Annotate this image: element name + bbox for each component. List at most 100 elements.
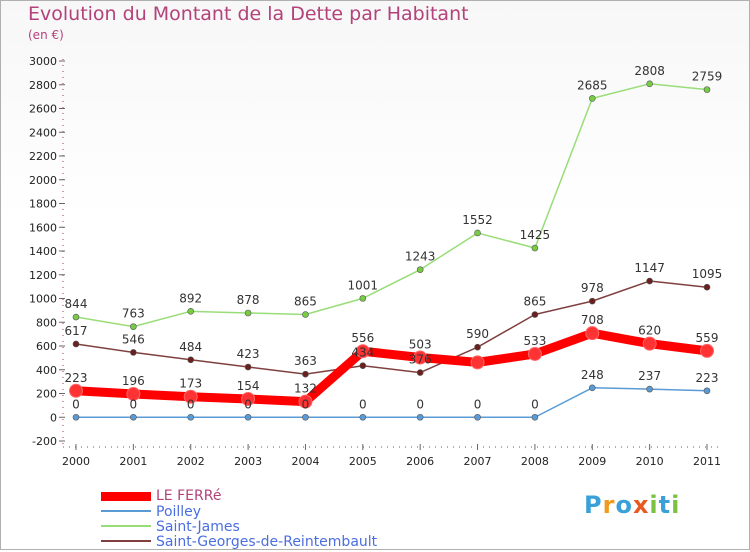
series-point: [703, 283, 711, 291]
data-label: 1001: [348, 278, 379, 292]
data-label: 1425: [520, 228, 551, 242]
series-point: [298, 394, 313, 409]
data-label: 173: [179, 377, 202, 391]
series-point: [531, 311, 539, 318]
legend-swatch-le-ferre: [101, 492, 151, 501]
x-tick-label: 2010: [636, 455, 664, 468]
y-tick-label: 1200: [29, 269, 57, 282]
data-label: 546: [122, 332, 145, 346]
x-tick-label: 2007: [464, 455, 492, 468]
series-point: [359, 295, 367, 302]
data-label: 196: [122, 374, 145, 388]
legend-label: Saint-James: [156, 519, 240, 535]
data-label: 559: [696, 331, 719, 345]
y-tick-label: 2000: [29, 174, 57, 187]
series-point: [302, 311, 309, 318]
series-point: [130, 323, 137, 330]
y-tick-label: -200: [32, 435, 57, 448]
chart-subtitle: (en €): [28, 28, 64, 42]
data-label: 1095: [692, 267, 723, 281]
data-label: 434: [351, 346, 374, 360]
series-point: [241, 391, 256, 406]
series-point: [416, 369, 424, 376]
y-tick-label: 600: [36, 340, 57, 353]
logo-letter: r: [602, 491, 616, 519]
series-line: [75, 328, 708, 407]
logo-letter: t: [658, 491, 672, 519]
series-point: [474, 413, 481, 421]
data-label: 892: [179, 291, 202, 305]
data-label: 223: [65, 371, 88, 385]
series-line: [75, 280, 708, 375]
data-label: 2685: [577, 78, 608, 92]
y-tick-label: 3000: [29, 55, 57, 68]
series-point: [187, 308, 195, 315]
series-point: [302, 413, 309, 421]
x-tick-label: 2008: [521, 455, 549, 468]
legend-swatch-poilley: [101, 510, 151, 512]
series-point: [72, 413, 80, 421]
series-point: [588, 297, 596, 305]
data-label: 132: [294, 382, 317, 396]
data-label: 154: [237, 379, 260, 393]
data-label: 0: [130, 397, 138, 411]
data-label: 533: [523, 334, 546, 348]
data-label: 1243: [405, 250, 436, 264]
data-label: 0: [474, 397, 482, 411]
data-label: 1147: [634, 261, 665, 275]
series-point: [359, 413, 367, 421]
data-label: 0: [359, 397, 367, 411]
series-point: [355, 344, 370, 359]
y-tick-label: 2400: [29, 126, 57, 139]
y-tick-label: 2800: [29, 79, 57, 92]
series-point: [646, 385, 653, 393]
x-tick-label: 2002: [177, 455, 205, 468]
data-label: 376: [409, 353, 432, 367]
series-point: [244, 363, 252, 371]
data-label: 865: [294, 295, 317, 309]
x-tick-label: 2011: [693, 455, 721, 468]
data-label: 0: [72, 397, 80, 411]
series-point: [646, 277, 653, 285]
proxiti-logo: Proxiti: [584, 491, 680, 519]
x-tick-label: 2004: [291, 455, 319, 468]
series-point: [700, 343, 714, 358]
y-tick-label: 1000: [29, 293, 57, 306]
series-point: [359, 362, 367, 370]
y-tick-label: 1400: [29, 245, 57, 258]
legend-label: LE FERRé: [156, 488, 222, 504]
x-tick-label: 2005: [349, 455, 377, 468]
y-tick-label: 2200: [29, 150, 57, 163]
data-label: 0: [531, 397, 539, 411]
series-line: [75, 83, 708, 328]
series-point: [244, 309, 252, 317]
series-point: [302, 370, 309, 378]
data-label: 620: [638, 324, 661, 338]
series-point: [69, 383, 83, 398]
series-point: [531, 244, 539, 252]
legend-swatch-saint-georges: [101, 540, 151, 542]
series-point: [416, 413, 424, 421]
series-point: [72, 313, 80, 321]
series-point: [474, 229, 481, 237]
y-tick-label: 2600: [29, 103, 57, 116]
legend-swatch-saint-james: [101, 525, 151, 527]
data-label: 878: [237, 293, 260, 307]
chart-title: Evolution du Montant de la Dette par Hab…: [28, 3, 469, 25]
series-point: [470, 355, 485, 370]
data-label: 763: [122, 307, 145, 321]
series-point: [413, 350, 428, 365]
logo-letter: x: [632, 491, 650, 519]
series-point: [588, 95, 596, 102]
series-point: [72, 340, 80, 348]
series-point: [126, 386, 141, 401]
series-point: [527, 346, 542, 361]
y-tick-label: 1800: [29, 198, 57, 211]
data-label: 708: [581, 313, 604, 327]
data-label: 556: [351, 331, 374, 345]
series-point: [474, 343, 481, 351]
y-tick-label: 400: [36, 364, 57, 377]
legend-label: Saint-Georges-de-Reintembault: [156, 534, 378, 550]
data-label: 248: [581, 368, 604, 382]
